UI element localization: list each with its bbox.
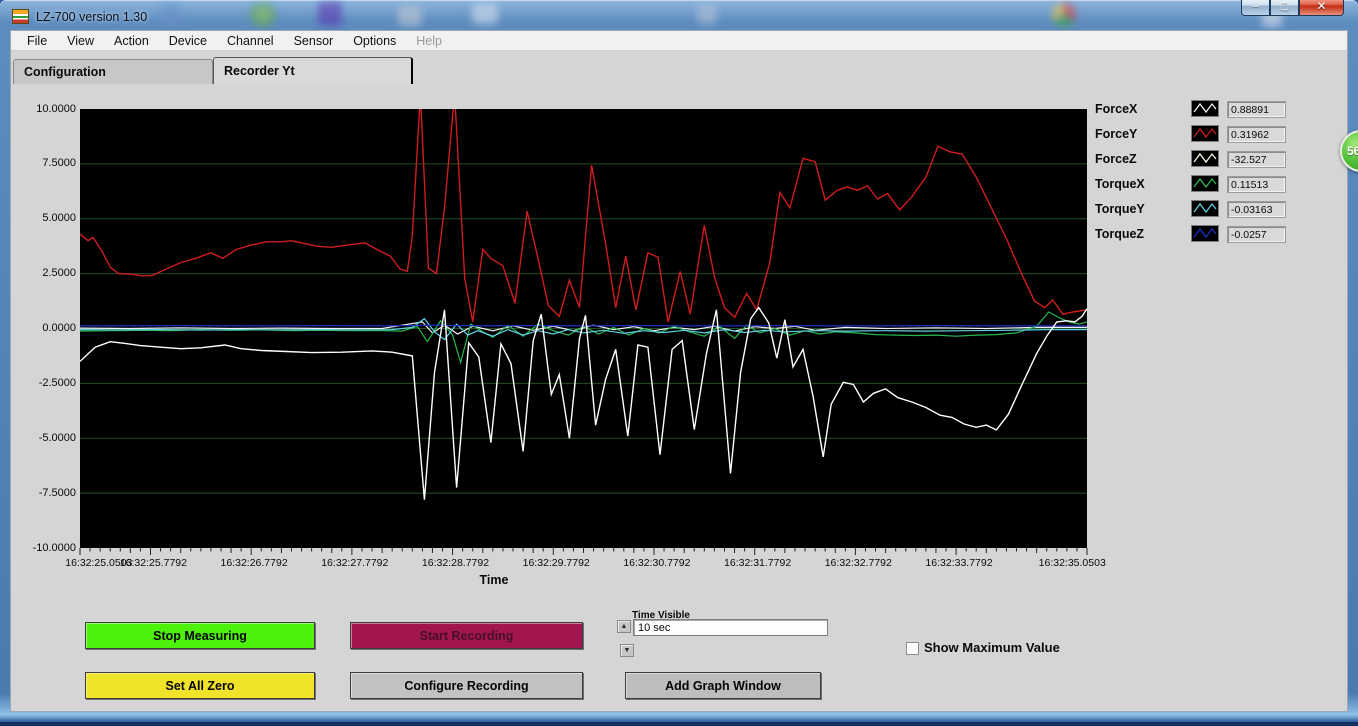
maximize-button[interactable]: ▢ <box>1270 0 1299 16</box>
y-axis-tick-label: -10.0000 <box>32 541 76 554</box>
channel-value-forcex: 0.88891 <box>1227 101 1286 118</box>
legend-line-glyph <box>1193 102 1217 114</box>
x-axis-tick-label: 16:32:30.7792 <box>623 557 691 569</box>
desktop-icon-blur <box>472 4 498 24</box>
x-axis-tick-label: 16:32:32.7792 <box>824 557 892 569</box>
y-axis-tick-label: 0.0000 <box>42 322 76 334</box>
window-title: LZ-700 version 1.30 <box>36 9 148 24</box>
legend-label-forcex: ForceX <box>1095 102 1138 116</box>
y-axis-tick-label: 5.0000 <box>42 212 76 225</box>
stop-measuring-button[interactable]: Stop Measuring <box>85 622 315 649</box>
desktop-icon-blur <box>1052 3 1076 27</box>
add-graph-window-button[interactable]: Add Graph Window <box>625 672 821 699</box>
tab-configuration[interactable]: Configuration <box>13 59 213 84</box>
legend-line-glyph <box>1193 202 1217 214</box>
legend-label-torquex: TorqueX <box>1095 177 1145 191</box>
set-all-zero-button[interactable]: Set All Zero <box>85 672 315 699</box>
app-icon <box>12 9 29 24</box>
y-axis-tick-label: -5.0000 <box>38 431 76 444</box>
title-bar: LZ-700 version 1.30 <box>10 3 1348 30</box>
time-visible-input[interactable]: 10 sec <box>633 619 828 636</box>
menu-sensor[interactable]: Sensor <box>293 33 334 48</box>
desktop-icon-blur <box>250 3 276 27</box>
show-maximum-value-checkbox[interactable] <box>906 642 919 655</box>
show-maximum-value-label: Show Maximum Value <box>924 640 1060 655</box>
x-axis-tick-label: 16:32:35.0503 <box>1038 557 1106 569</box>
channel-value-forcey: 0.31962 <box>1227 126 1286 143</box>
desktop-icon-blur <box>318 2 342 26</box>
x-axis-tick-label: 16:32:33.7792 <box>925 557 993 569</box>
x-axis-title: Time <box>479 573 509 587</box>
desktop-icon-blur <box>160 4 182 26</box>
menu-help: Help <box>416 33 442 48</box>
y-axis-tick-label: 10.0000 <box>36 102 76 115</box>
menu-action[interactable]: Action <box>114 33 149 48</box>
legend-line-glyph <box>1193 227 1217 239</box>
time-visible-increment-button[interactable]: ▲ <box>617 620 631 633</box>
x-axis-tick-label: 16:32:25.0503 <box>65 557 133 569</box>
legend-swatch-torquez[interactable] <box>1191 225 1219 242</box>
x-axis-tick-label: 16:32:27.7792 <box>321 557 389 569</box>
time-visible-label: Time Visible <box>632 610 690 621</box>
channel-value-torquey: -0.03163 <box>1227 201 1286 218</box>
legend-label-forcez: ForceZ <box>1095 152 1137 166</box>
x-axis-tick-label: 16:32:29.7792 <box>522 557 590 569</box>
y-axis-tick-label: -2.5000 <box>38 376 76 389</box>
x-axis-tick-label: 16:32:31.7792 <box>724 557 792 569</box>
tab-recorder-yt[interactable]: Recorder Yt <box>213 57 413 84</box>
time-visible-decrement-button[interactable]: ▼ <box>620 644 634 657</box>
series-forcez <box>80 306 1087 500</box>
legend-label-torquey: TorqueY <box>1095 202 1145 216</box>
legend-swatch-torquey[interactable] <box>1191 200 1219 217</box>
x-axis-tick-label: 16:32:26.7792 <box>220 557 288 569</box>
menu-view[interactable]: View <box>67 33 95 48</box>
start-recording-button[interactable]: Start Recording <box>350 622 583 649</box>
y-axis-tick-label: -7.5000 <box>38 486 76 499</box>
badge-count: 56 <box>1347 144 1358 158</box>
tab-strip: Configuration Recorder Yt <box>13 57 413 84</box>
x-axis-tick-label: 16:32:25.7792 <box>119 557 187 569</box>
x-axis-tick-label: 16:32:28.7792 <box>421 557 490 569</box>
menu-device[interactable]: Device <box>168 33 207 48</box>
channel-value-torquex: 0.11513 <box>1227 176 1286 193</box>
recorder-panel: 10.0000 7.5000 5.0000 2.5000 0.0000 -2.5000 -5… <box>11 84 1347 711</box>
legend-swatch-forcey[interactable] <box>1191 125 1219 142</box>
yt-chart-plot-area <box>79 109 1088 555</box>
legend-label-forcey: ForceY <box>1095 127 1138 141</box>
desktop-icon-blur <box>697 4 717 24</box>
legend-swatch-torquex[interactable] <box>1191 175 1219 192</box>
close-button[interactable]: ✕ <box>1299 0 1344 16</box>
legend-line-glyph <box>1193 152 1217 164</box>
caption-buttons: – ▢ ✕ <box>1241 0 1344 16</box>
minimize-button[interactable]: – <box>1241 0 1270 16</box>
menu-bar: File View Action Device Channel Sensor Options… <box>11 31 1347 51</box>
legend-label-torquez: TorqueZ <box>1095 227 1145 241</box>
legend-swatch-forcex[interactable] <box>1191 100 1219 117</box>
legend-line-glyph <box>1193 177 1217 189</box>
y-axis-tick-label: 2.5000 <box>42 267 76 280</box>
series-torquey <box>80 317 1087 341</box>
series-forcey <box>80 109 1087 323</box>
series-forcex <box>80 321 1087 335</box>
legend-swatch-forcez[interactable] <box>1191 150 1219 167</box>
menu-channel[interactable]: Channel <box>227 33 274 48</box>
menu-file[interactable]: File <box>27 33 48 48</box>
y-axis-tick-label: 7.5000 <box>42 157 76 170</box>
channel-value-torquez: -0.0257 <box>1227 226 1286 243</box>
desktop-icon-blur <box>398 6 422 26</box>
legend-line-glyph <box>1193 127 1217 139</box>
menu-options[interactable]: Options <box>353 33 397 48</box>
series-torquez <box>80 324 1087 327</box>
window-client-area: File View Action Device Channel Sensor Options… <box>10 30 1348 712</box>
channel-value-forcez: -32.527 <box>1227 151 1286 168</box>
configure-recording-button[interactable]: Configure Recording <box>350 672 583 699</box>
